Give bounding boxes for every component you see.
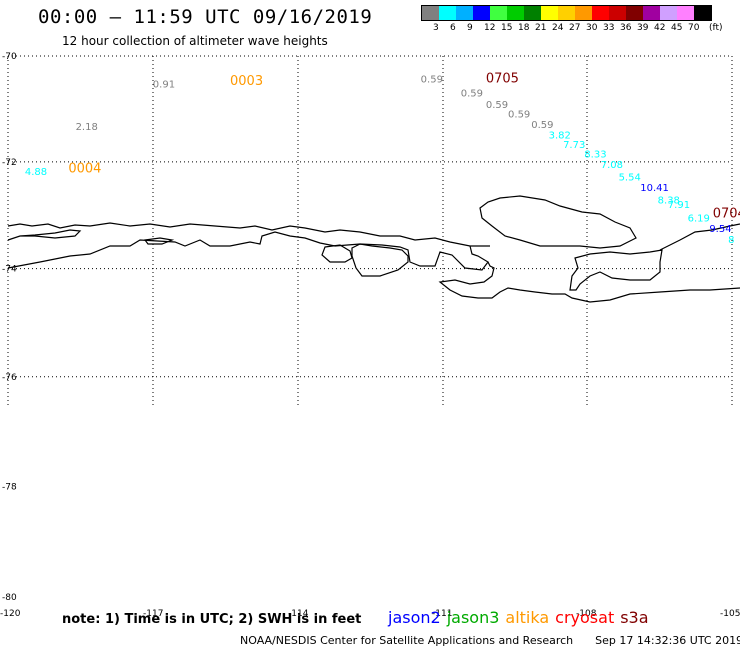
legend-swatch — [694, 6, 711, 20]
note-text: note: 1) Time is in UTC; 2) SWH is in fe… — [62, 612, 362, 627]
legend-swatch — [456, 6, 473, 20]
legend-value: 42 — [654, 23, 666, 33]
color-legend: 3 6 9 12 15 18 21 24 27 30 33 36 39 42 45 70 (ft) — [421, 5, 723, 35]
swh-value: 5.54 — [619, 172, 641, 183]
swh-value: 4.88 — [25, 167, 47, 178]
legend-labels: 3 6 9 12 15 18 21 24 27 30 33 36 39 42 45 70 (ft) — [421, 21, 723, 35]
legend-swatch — [575, 6, 592, 20]
legend-value: 3 — [433, 23, 439, 33]
legend-swatch — [643, 6, 660, 20]
legend-swatch — [541, 6, 558, 20]
legend-value: 70 — [688, 23, 700, 33]
legend-value: 12 — [484, 23, 496, 33]
legend-value: 24 — [552, 23, 564, 33]
legend-value: 45 — [671, 23, 683, 33]
satellite-legend: jason2 jason3 altika cryosat s3a — [388, 608, 655, 627]
legend-swatch — [490, 6, 507, 20]
satellite-name: jason3 — [446, 608, 500, 627]
legend-swatch — [677, 6, 694, 20]
legend-swatch — [507, 6, 524, 20]
swh-value: 0.91 — [153, 80, 175, 91]
lon-label: -105 — [720, 609, 740, 619]
legend-swatch — [524, 6, 541, 20]
legend-value: 9 — [467, 23, 473, 33]
swh-value: 6.19 — [688, 213, 710, 224]
lat-label: -76 — [2, 373, 17, 383]
lon-label: -111 — [432, 609, 452, 619]
coastline — [7, 195, 740, 303]
swh-value: 8.33 — [584, 150, 606, 161]
legend-value: 36 — [620, 23, 632, 33]
legend-value: 39 — [637, 23, 649, 33]
swh-value: 0.59 — [531, 120, 553, 131]
lat-label: -80 — [2, 593, 17, 603]
page-subtitle: 12 hour collection of altimeter wave hei… — [62, 34, 328, 48]
lon-label: -108 — [576, 609, 597, 619]
swh-value: 0.59 — [421, 74, 443, 85]
legend-swatch — [422, 6, 439, 20]
graticule — [7, 55, 733, 406]
legend-color-scale — [421, 5, 712, 21]
legend-value: 15 — [501, 23, 513, 33]
swh-value: 8.38 — [658, 195, 680, 206]
legend-value: 6 — [450, 23, 456, 33]
satellite-name: cryosat — [555, 608, 615, 627]
swh-value: 2.18 — [76, 122, 98, 133]
legend-swatch — [609, 6, 626, 20]
footer-credit: NOAA/NESDIS Center for Satellite Applica… — [240, 634, 574, 647]
swh-values-layer: 0.912.184.880.590.590.590.590.593.827.73… — [25, 74, 735, 245]
swh-value: 10.41 — [640, 183, 669, 194]
legend-value: 21 — [535, 23, 547, 33]
time-label: 0003 — [230, 74, 263, 89]
swh-value: 7.73 — [563, 140, 585, 151]
lat-label: -74 — [2, 265, 17, 275]
swh-value: 3.82 — [549, 131, 571, 142]
page-title: 00:00 – 11:59 UTC 09/16/2019 — [38, 6, 373, 28]
swh-value: 8 — [728, 235, 734, 246]
legend-value: 18 — [518, 23, 530, 33]
time-labels-layer: 0003 0004 0705 0704 — [68, 71, 740, 221]
swh-value: 0.59 — [508, 109, 530, 120]
legend-swatch — [660, 6, 677, 20]
legend-swatch — [592, 6, 609, 20]
lon-label: -114 — [288, 609, 309, 619]
footer-timestamp: Sep 17 14:32:36 UTC 2019 — [595, 634, 740, 647]
lat-label: -78 — [2, 482, 17, 492]
legend-swatch — [439, 6, 456, 20]
lat-label: -72 — [2, 158, 17, 168]
axis-labels: -70 -72 -74 -76 -78 -80 -120 -117 -114 -111 -108 -1… — [0, 52, 740, 619]
legend-value: 27 — [569, 23, 581, 33]
lon-label: -120 — [0, 609, 21, 619]
time-label: 0004 — [68, 161, 101, 176]
time-label: 0705 — [486, 71, 519, 86]
swh-value: 0.59 — [486, 100, 508, 111]
legend-swatch — [558, 6, 575, 20]
swh-value: 7.91 — [668, 200, 690, 211]
legend-value: 30 — [586, 23, 598, 33]
legend-unit: (ft) — [709, 23, 723, 33]
legend-value: 33 — [603, 23, 615, 33]
time-label: 0704 — [713, 207, 740, 222]
legend-swatch — [473, 6, 490, 20]
lat-label: -70 — [2, 52, 17, 62]
swh-value: 7.08 — [601, 160, 623, 171]
satellite-name: altika — [505, 608, 550, 627]
satellite-name: jason2 — [388, 608, 441, 627]
satellite-name: s3a — [620, 608, 649, 627]
legend-swatch — [626, 6, 643, 20]
lon-label: -117 — [143, 609, 163, 619]
swh-value: 9.54 — [709, 224, 731, 235]
swh-value: 0.59 — [461, 89, 483, 100]
footer: NOAA/NESDIS Center for Satellite Applica… — [240, 634, 740, 647]
